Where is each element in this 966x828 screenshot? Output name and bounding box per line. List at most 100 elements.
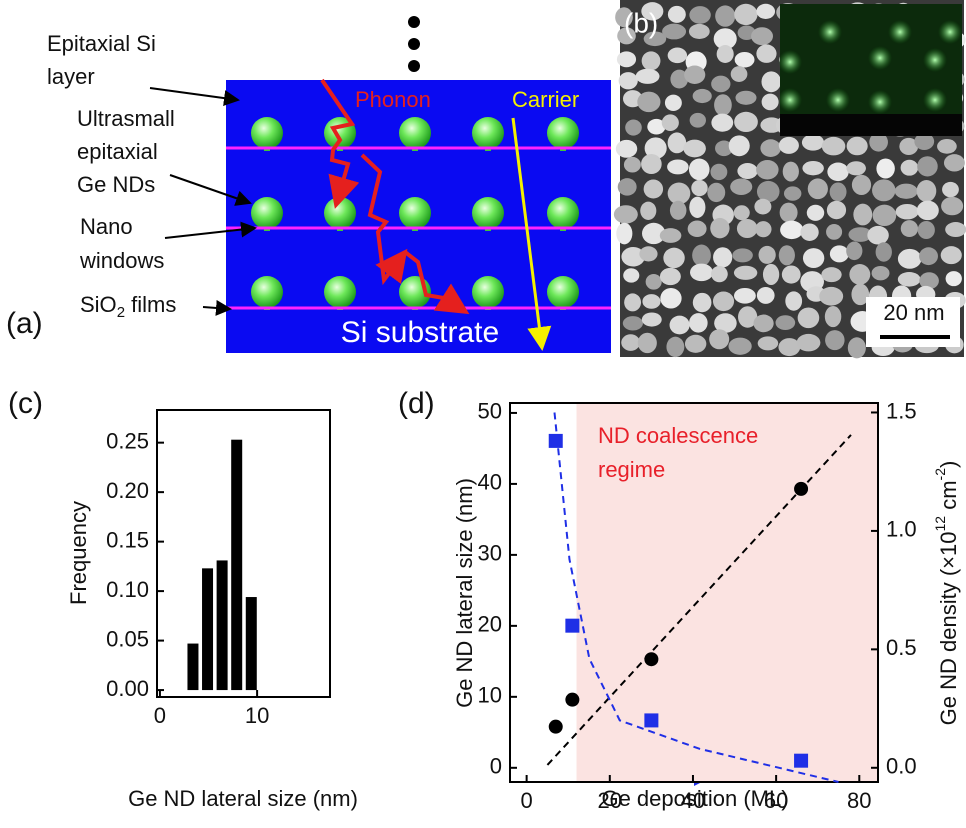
nd-label: epitaxial [77, 139, 158, 164]
grain [689, 197, 705, 218]
nanodot [472, 117, 504, 149]
grain [688, 221, 707, 238]
grain [734, 288, 756, 304]
point [794, 482, 808, 496]
nanodot [547, 117, 579, 149]
x-tick-label: 80 [847, 788, 871, 813]
grain [821, 267, 841, 282]
nanodot [251, 117, 283, 149]
bar [231, 440, 242, 690]
grain [873, 205, 897, 226]
grain [663, 248, 684, 269]
grain [847, 137, 868, 156]
nanodot [399, 117, 431, 149]
panel-label: (c) [8, 387, 43, 420]
grain [728, 338, 751, 355]
substrate-label: Si substrate [341, 316, 499, 349]
grain [639, 246, 657, 261]
point [565, 693, 579, 707]
dot [408, 38, 420, 50]
spot [868, 90, 892, 114]
grain [756, 160, 778, 179]
grain [760, 139, 780, 157]
point [549, 720, 563, 734]
grain [737, 163, 757, 179]
nanodot [399, 197, 431, 229]
plot-frame [157, 410, 330, 697]
grain [827, 163, 848, 182]
grain [734, 266, 757, 280]
grain [662, 114, 679, 131]
y-tick-label: 0.05 [106, 626, 149, 651]
grain [800, 223, 818, 240]
pointer [203, 307, 230, 309]
grain [776, 315, 796, 330]
grain [755, 221, 771, 237]
bar [187, 644, 198, 691]
grain [638, 333, 657, 353]
y-axis-label: Frequency [66, 501, 91, 605]
grain [614, 205, 638, 223]
grain [690, 113, 706, 128]
nd-label: Ultrasmall [77, 106, 175, 131]
grain [901, 160, 919, 176]
y-tick-label: 0.20 [106, 478, 149, 503]
x-axis-label: Ge ND lateral size (nm) [128, 786, 358, 811]
grain [616, 223, 632, 245]
grain [621, 334, 640, 351]
y-tick-label: 0.00 [106, 676, 149, 701]
grain [819, 287, 843, 306]
grain [714, 94, 732, 116]
nanodot [251, 276, 283, 308]
y2-axis-label: Ge ND density (×1012 cm-2) [932, 461, 961, 726]
grain [660, 268, 681, 285]
grain [713, 247, 732, 267]
grain [918, 221, 935, 239]
grain [785, 291, 802, 310]
grain [707, 183, 725, 202]
y2-tick-label: 0.5 [886, 635, 917, 660]
panel-a: Phonon Carrier Si substrate Epitaxial Si… [6, 16, 611, 353]
point [644, 652, 658, 666]
grain [693, 293, 712, 312]
grain [731, 66, 748, 82]
spot [826, 88, 850, 112]
y-tick-label: 0 [490, 754, 502, 779]
grain [825, 330, 844, 350]
sio2-sub: 2 [117, 304, 125, 321]
y-tick-label: 10 [478, 683, 502, 708]
grain [762, 94, 779, 111]
grain [668, 6, 686, 23]
grain [946, 271, 962, 286]
grain [683, 140, 706, 158]
nanodot [547, 197, 579, 229]
grain [941, 246, 962, 264]
grain [644, 180, 663, 199]
grain [734, 112, 758, 132]
y2-tick-label: 0.0 [886, 754, 917, 779]
grain [827, 201, 846, 219]
grain [826, 224, 842, 240]
grain [895, 184, 918, 199]
grain [670, 201, 687, 220]
panel-b: 20 nm (b) [614, 0, 966, 358]
grain [898, 272, 921, 287]
grain [711, 114, 733, 132]
grain [734, 205, 750, 220]
grain [872, 266, 890, 280]
grain [898, 249, 922, 269]
window-label: Nano [80, 214, 133, 239]
y-tick-label: 0.15 [106, 527, 149, 552]
panel-label: (d) [398, 387, 435, 420]
grain [901, 220, 918, 237]
grain [640, 202, 656, 220]
grain [830, 245, 849, 262]
y-tick-label: 30 [478, 541, 502, 566]
y2-label-part: 12 [932, 516, 948, 532]
dot [408, 16, 420, 28]
y-tick-label: 20 [478, 612, 502, 637]
y2-tick-label: 1.0 [886, 517, 917, 542]
grain [848, 337, 866, 358]
grain [798, 308, 820, 329]
bar [217, 560, 228, 690]
